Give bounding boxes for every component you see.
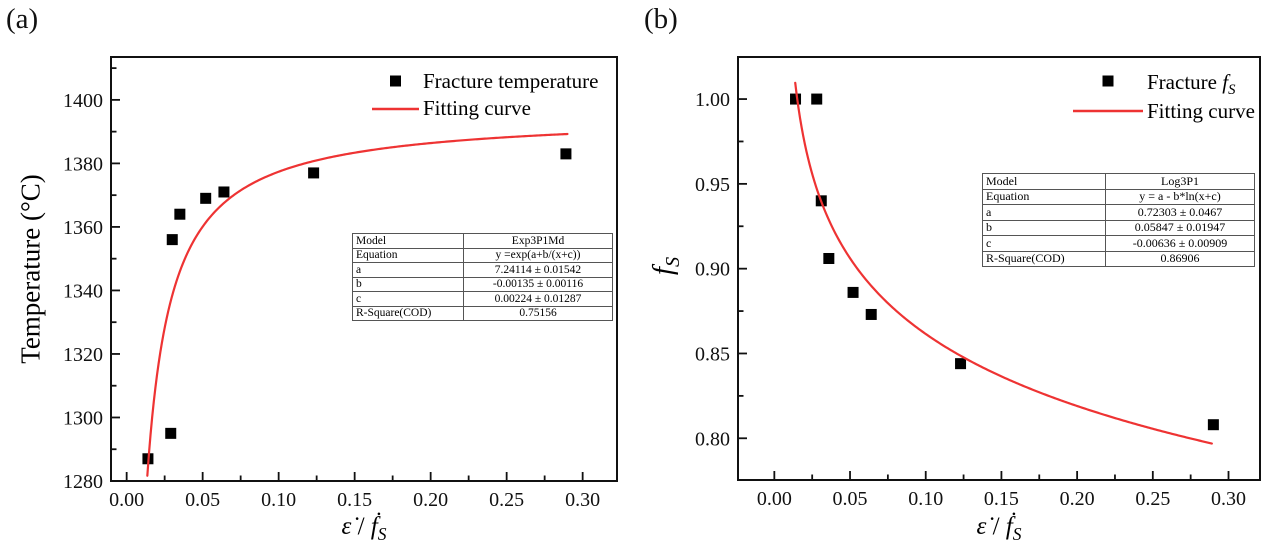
scatter-point-b	[955, 358, 967, 370]
y-tick-label: 1380	[63, 153, 103, 175]
x-tick-label: 0.10	[261, 489, 296, 511]
scatter-point-a	[218, 186, 230, 198]
x-tick-label: 0.30	[565, 489, 600, 511]
param-value-cell: -0.00135 ± 0.00116	[463, 276, 613, 292]
scatter-point-a	[165, 427, 177, 439]
scatter-point-a	[308, 167, 320, 179]
param-value-cell: 7.24114 ± 0.01542	[463, 262, 613, 278]
param-name-cell: R-Square(COD)	[352, 305, 464, 321]
y-tick-label: 0.80	[695, 428, 730, 450]
plot-frame-a	[110, 56, 618, 482]
param-table-row: Model Exp3P1Md	[352, 233, 613, 249]
legend-marker-a	[390, 75, 401, 87]
param-name-cell: Equation	[982, 188, 1106, 205]
y-tick-label: 1.00	[695, 89, 730, 111]
param-name-cell: Equation	[352, 247, 464, 263]
param-table-row: Equation y = a - b*ln(x+c)	[982, 188, 1255, 205]
scatter-point-b	[790, 93, 802, 105]
x-tick-label: 0.05	[833, 488, 868, 510]
param-table-row: Equation y =exp(a+b/(x+c))	[352, 247, 613, 263]
param-table-row: c -0.00636 ± 0.00909	[982, 235, 1255, 252]
param-table-row: R-Square(COD) 0.86906	[982, 250, 1255, 267]
y-tick-label: 1360	[63, 217, 103, 239]
panel-label-a: (a)	[6, 3, 39, 35]
fit-parameters-table-b: Model Log3P1 Equation y = a - b*ln(x+c) a 0.7…	[982, 173, 1255, 267]
x-tick-label: 0.15	[984, 488, 1019, 510]
x-axis-title-b: ε̇ / ḟS	[976, 513, 1022, 544]
param-value-cell: 0.05847 ± 0.01947	[1105, 219, 1255, 236]
param-table-row: c 0.00224 ± 0.01287	[352, 291, 613, 307]
y-tick-label: 0.95	[695, 174, 730, 196]
param-value-cell: 0.00224 ± 0.01287	[463, 291, 613, 307]
param-table-row: a 0.72303 ± 0.0467	[982, 204, 1255, 221]
param-value-cell: y =exp(a+b/(x+c))	[463, 247, 613, 263]
param-name-cell: a	[982, 204, 1106, 221]
param-name-cell: b	[352, 276, 464, 292]
scatter-point-a	[174, 208, 186, 220]
legend-marker-b	[1102, 75, 1114, 87]
scatter-point-b	[811, 93, 823, 105]
param-value-cell: 0.72303 ± 0.0467	[1105, 204, 1255, 221]
param-value-cell: Log3P1	[1105, 173, 1255, 190]
x-tick-label: 0.05	[185, 489, 220, 511]
y-tick-label: 0.90	[695, 259, 730, 281]
param-value-cell: 0.75156	[463, 305, 613, 321]
panel-label-b: (b)	[644, 3, 678, 35]
param-name-cell: Model	[982, 173, 1106, 190]
x-axis-title-a: ε̇ / ḟS	[341, 513, 387, 544]
param-name-cell: c	[982, 235, 1106, 252]
legend-label-fitting-curve-b: Fitting curve	[1147, 99, 1255, 123]
param-table-row: b -0.00135 ± 0.00116	[352, 276, 613, 292]
x-tick-label: 0.25	[489, 489, 524, 511]
x-tick-label: 0.20	[1060, 488, 1095, 510]
legend-label-fracture-temperature: Fracture temperature	[423, 69, 599, 93]
y-tick-label: 1320	[63, 344, 103, 366]
fit-curve-a	[146, 132, 569, 477]
x-tick-label: 0.20	[413, 489, 448, 511]
x-tick-label: 0.10	[908, 488, 943, 510]
legend-label-fracture-fs: Fracture fS	[1147, 70, 1236, 99]
legend-label-fitting-curve-a: Fitting curve	[423, 96, 531, 120]
param-name-cell: c	[352, 291, 464, 307]
param-value-cell: Exp3P1Md	[463, 233, 613, 249]
y-axis-title-b: fS	[647, 256, 684, 276]
scatter-point-b	[847, 286, 859, 298]
param-value-cell: y = a - b*ln(x+c)	[1105, 188, 1255, 205]
scatter-point-b	[823, 252, 835, 264]
scatter-point-b	[1207, 419, 1219, 431]
param-value-cell: -0.00636 ± 0.00909	[1105, 235, 1255, 252]
param-name-cell: R-Square(COD)	[982, 250, 1106, 267]
scatter-point-a	[166, 234, 178, 246]
y-tick-label: 1400	[63, 90, 103, 112]
param-table-row: Model Log3P1	[982, 173, 1255, 190]
scatter-point-a	[200, 192, 212, 204]
x-tick-label: 0.30	[1211, 488, 1246, 510]
y-tick-label: 1300	[63, 407, 103, 429]
x-tick-label: 0.15	[337, 489, 372, 511]
x-tick-label: 0.25	[1135, 488, 1170, 510]
scatter-point-a	[560, 148, 572, 160]
param-name-cell: b	[982, 219, 1106, 236]
y-tick-label: 1280	[63, 471, 103, 493]
fit-curve-b	[794, 81, 1213, 445]
param-name-cell: a	[352, 262, 464, 278]
y-tick-label: 0.85	[695, 343, 730, 365]
param-table-row: a 7.24114 ± 0.01542	[352, 262, 613, 278]
y-axis-title-a: Temperature (°C)	[15, 174, 46, 364]
fit-parameters-table-a: Model Exp3P1Md Equation y =exp(a+b/(x+c)) a 7…	[352, 233, 613, 321]
param-name-cell: Model	[352, 233, 464, 249]
x-tick-label: 0.00	[757, 488, 792, 510]
param-value-cell: 0.86906	[1105, 250, 1255, 267]
y-tick-label: 1340	[63, 280, 103, 302]
x-tick-label: 0.00	[109, 489, 144, 511]
scatter-point-b	[865, 308, 877, 320]
param-table-row: b 0.05847 ± 0.01947	[982, 219, 1255, 236]
param-table-row: R-Square(COD) 0.75156	[352, 305, 613, 321]
